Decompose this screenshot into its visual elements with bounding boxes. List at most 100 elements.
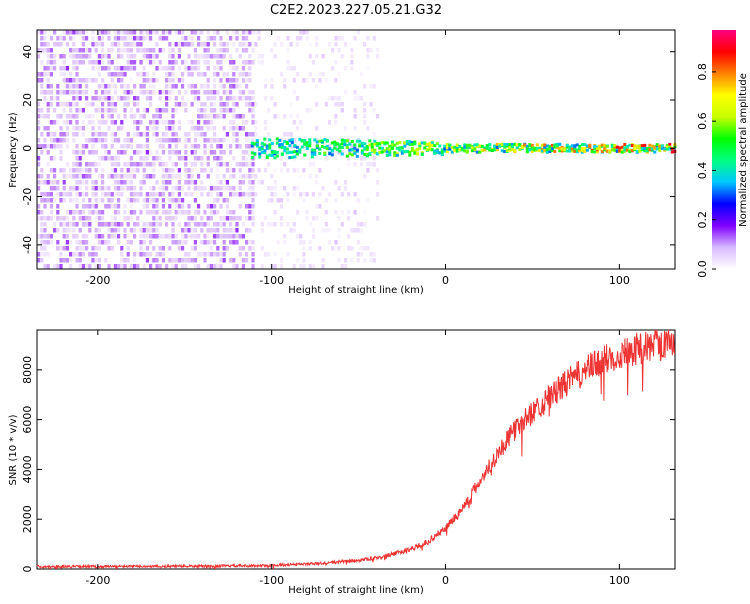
heatmap-noise-cell	[75, 210, 79, 215]
heatmap-noise-cell	[117, 180, 121, 185]
heatmap-noise-cell	[248, 144, 252, 149]
heatmap-noise-cell	[129, 78, 133, 83]
heatmap-noise-cell	[184, 66, 188, 71]
heatmap-noise-cell	[43, 36, 47, 41]
heatmap-noise-cell	[126, 162, 130, 167]
heatmap-noise-cell	[238, 72, 242, 77]
heatmap-noise-cell	[78, 78, 82, 83]
heatmap-noise-cell	[229, 36, 233, 41]
heatmap-noise-cell	[56, 84, 60, 89]
heatmap-carrier-cell	[465, 146, 469, 150]
heatmap-noise-cell	[213, 126, 217, 131]
heatmap-carrier-cell	[623, 146, 627, 150]
heatmap-noise-cell	[190, 30, 194, 35]
heatmap-noise-cell	[308, 72, 312, 77]
heatmap-carrier-cell	[638, 146, 642, 150]
heatmap-carrier-cell	[290, 150, 294, 154]
heatmap-noise-cell	[78, 186, 82, 191]
heatmap-noise-cell	[123, 102, 127, 107]
heatmap-noise-cell	[94, 228, 98, 233]
heatmap-noise-cell	[206, 156, 210, 161]
heatmap-noise-cell	[229, 234, 233, 239]
heatmap-carrier-cell	[283, 145, 287, 149]
heatmap-noise-cell	[56, 216, 60, 221]
heatmap-noise-cell	[235, 48, 239, 53]
heatmap-noise-cell	[375, 192, 380, 197]
heatmap-carrier-cell	[253, 142, 257, 146]
heatmap-noise-cell	[260, 264, 264, 269]
heatmap-noise-cell	[302, 246, 306, 251]
heatmap-noise-cell	[203, 150, 207, 155]
heatmap-noise-cell	[324, 198, 328, 203]
heatmap-noise-cell	[181, 84, 185, 89]
heatmap-noise-cell	[283, 78, 287, 83]
heatmap-carrier-cell	[268, 146, 272, 150]
heatmap-noise-cell	[40, 246, 44, 251]
heatmap-noise-cell	[49, 48, 53, 53]
heatmap-noise-cell	[343, 90, 348, 95]
heatmap-noise-cell	[200, 126, 204, 131]
heatmap-noise-cell	[216, 60, 220, 65]
heatmap-noise-cell	[372, 258, 376, 263]
heatmap-noise-cell	[235, 102, 239, 107]
heatmap-carrier-cell	[283, 149, 287, 153]
heatmap-noise-cell	[321, 54, 325, 59]
snr-xlabel: Height of straight line (km)	[288, 585, 424, 596]
heatmap-noise-cell	[216, 252, 220, 257]
heatmap-noise-cell	[181, 240, 185, 245]
heatmap-noise-cell	[123, 186, 127, 191]
heatmap-noise-cell	[353, 36, 357, 41]
heatmap-noise-cell	[318, 72, 322, 77]
heatmap-noise-cell	[145, 96, 149, 101]
heatmap-noise-cell	[168, 210, 172, 215]
heatmap-noise-cell	[43, 30, 47, 35]
heatmap-noise-cell	[49, 36, 53, 41]
heatmap-noise-cell	[315, 180, 319, 185]
heatmap-noise-cell	[155, 180, 159, 185]
heatmap-carrier-cell	[363, 152, 367, 156]
heatmap-noise-cell	[81, 150, 85, 155]
heatmap-noise-cell	[283, 114, 287, 119]
heatmap-noise-cell	[366, 48, 370, 53]
heatmap-noise-cell	[129, 144, 133, 149]
heatmap-noise-cell	[43, 252, 47, 257]
heatmap-noise-cell	[273, 252, 277, 257]
heatmap-carrier-cell	[478, 144, 482, 148]
heatmap-noise-cell	[129, 210, 133, 215]
heatmap-noise-cell	[251, 102, 255, 107]
heatmap-noise-cell	[37, 258, 41, 263]
heatmap-noise-cell	[158, 108, 162, 113]
heatmap-noise-cell	[117, 156, 121, 161]
heatmap-noise-cell	[126, 84, 130, 89]
heatmap-noise-cell	[353, 192, 357, 197]
heatmap-noise-cell	[203, 108, 207, 113]
heatmap-noise-cell	[88, 120, 92, 125]
heatmap-noise-cell	[56, 246, 60, 251]
heatmap-noise-cell	[171, 198, 175, 203]
heatmap-noise-cell	[158, 246, 162, 251]
heatmap-noise-cell	[65, 144, 69, 149]
heatmap-noise-cell	[206, 36, 210, 41]
heatmap-carrier-cell	[565, 149, 569, 153]
heatmap-noise-cell	[152, 210, 156, 215]
heatmap-noise-cell	[267, 132, 271, 137]
heatmap-carrier-cell	[250, 155, 254, 159]
heatmap-carrier-cell	[540, 149, 544, 153]
heatmap-noise-cell	[104, 30, 108, 35]
heatmap-carrier-cell	[478, 150, 482, 154]
heatmap-noise-cell	[318, 168, 322, 173]
heatmap-carrier-cell	[418, 144, 422, 148]
heatmap-noise-cell	[197, 30, 201, 35]
heatmap-noise-cell	[113, 90, 117, 95]
heatmap-noise-cell	[209, 168, 213, 173]
heatmap-noise-cell	[37, 72, 41, 77]
heatmap-noise-cell	[62, 228, 66, 233]
heatmap-carrier-cell	[625, 145, 629, 148]
heatmap-noise-cell	[37, 156, 41, 161]
heatmap-carrier-cell	[555, 146, 559, 150]
heatmap-noise-cell	[88, 150, 92, 155]
heatmap-noise-cell	[145, 234, 149, 239]
heatmap-noise-cell	[168, 138, 172, 143]
heatmap-noise-cell	[213, 210, 217, 215]
heatmap-noise-cell	[168, 192, 172, 197]
